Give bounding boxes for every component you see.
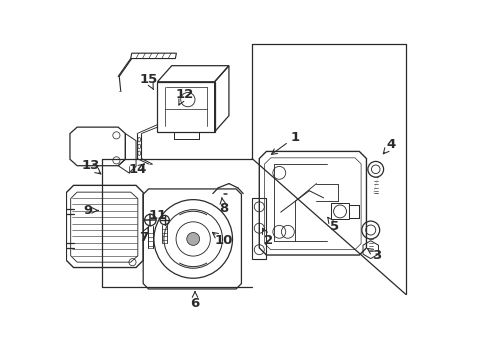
Circle shape — [187, 233, 199, 246]
Text: 10: 10 — [215, 234, 233, 247]
Text: 12: 12 — [175, 88, 194, 101]
Text: 4: 4 — [387, 138, 396, 151]
Text: 1: 1 — [291, 131, 299, 144]
Text: 7: 7 — [139, 231, 148, 244]
Text: 3: 3 — [372, 248, 382, 261]
Text: 13: 13 — [81, 159, 100, 172]
Text: 15: 15 — [140, 73, 158, 86]
Text: 8: 8 — [219, 202, 228, 215]
Text: 5: 5 — [330, 220, 339, 233]
Text: 2: 2 — [264, 234, 273, 247]
Text: 14: 14 — [129, 163, 147, 176]
Text: 6: 6 — [190, 297, 199, 310]
Text: 11: 11 — [148, 209, 167, 222]
Text: 9: 9 — [83, 204, 93, 217]
